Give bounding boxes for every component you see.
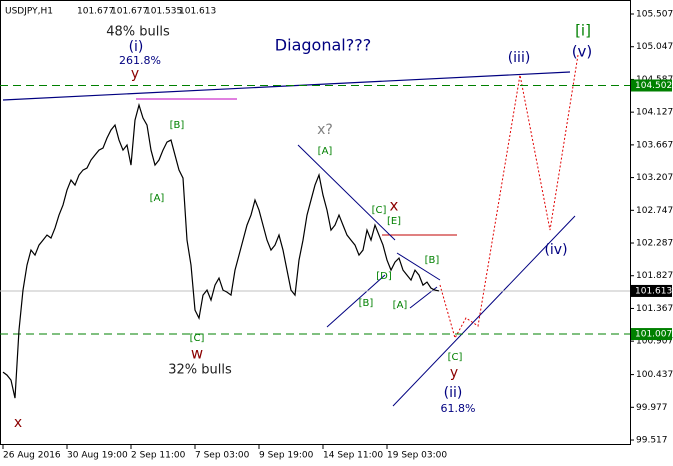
annotation: x? [317,122,333,138]
annotation: 61.8% [441,402,476,415]
annotation: [E] [387,216,401,227]
level-label: 101.007 [635,330,672,340]
x-tick-label: 9 Sep 19:00 [259,451,314,461]
annotation: x [390,197,399,215]
annotation: [i] [575,22,591,40]
annotation: w [191,345,203,363]
ohlc-value: 101.613 [179,7,216,17]
annotation: [C] [372,205,387,216]
level-label-box [631,79,672,92]
y-tick-label: 105.507 [636,10,673,20]
y-tick-label: 102.747 [636,206,673,216]
annotation: [B] [170,120,185,131]
annotation: (i) [129,39,144,55]
annotation: Diagonal??? [275,36,371,55]
y-tick-label: 100.907 [636,337,673,347]
trend-lines [2,54,579,407]
ohlc-value: 101.535 [145,7,182,17]
y-tick-label: 101.827 [636,271,673,281]
annotation: 261.8% [119,54,161,67]
level-label-box [631,284,672,297]
y-tick-label: 104.127 [636,108,673,118]
annotation: [B] [425,255,440,266]
annotation: [C] [448,352,463,363]
annotation: [A] [318,146,333,157]
x-tick-label: 2 Sep 11:00 [131,451,186,461]
annotation: [B] [359,298,374,309]
y-tick-label: 99.517 [636,436,668,446]
x-tick-label: 7 Sep 03:00 [195,451,250,461]
x-tick-label: 26 Aug 2016 [3,451,61,461]
level-label: 101.613 [635,286,672,296]
ohlc-value: 101.677 [111,7,148,17]
y-tick-label: 102.287 [636,239,673,249]
annotation: (ii) [444,385,463,401]
x-tick-label: 14 Sep 11:00 [323,451,383,461]
annotation: [A] [393,300,408,311]
x-tick-label: 30 Aug 19:00 [67,451,128,461]
y-tick-label: 103.207 [636,173,673,183]
plot-frame [0,0,631,445]
annotation: (iv) [544,242,567,258]
price-line [2,102,440,399]
annotation: [C] [190,333,205,344]
annotation: y [131,66,139,82]
annotation: (v) [572,43,593,61]
y-tick-label: 103.667 [636,140,673,150]
annotation: x [14,415,22,431]
y-tick-label: 105.047 [636,42,673,52]
y-tick-label: 99.977 [636,403,668,413]
annotation: [D] [376,271,392,282]
annotation: [A] [150,193,165,204]
level-label-box [631,328,672,341]
annotation: (iii) [508,50,531,66]
annotation: y [450,365,458,381]
chart-title: USDJPY,H1 [5,7,53,17]
annotation: 32% bulls [168,363,232,378]
level-label: 104.502 [635,81,672,91]
y-tick-label: 101.367 [636,304,673,314]
ohlc-value: 101.677 [77,7,114,17]
y-tick-label: 100.437 [636,370,673,380]
annotation: 48% bulls [106,25,170,40]
x-tick-label: 19 Sep 03:00 [387,451,447,461]
